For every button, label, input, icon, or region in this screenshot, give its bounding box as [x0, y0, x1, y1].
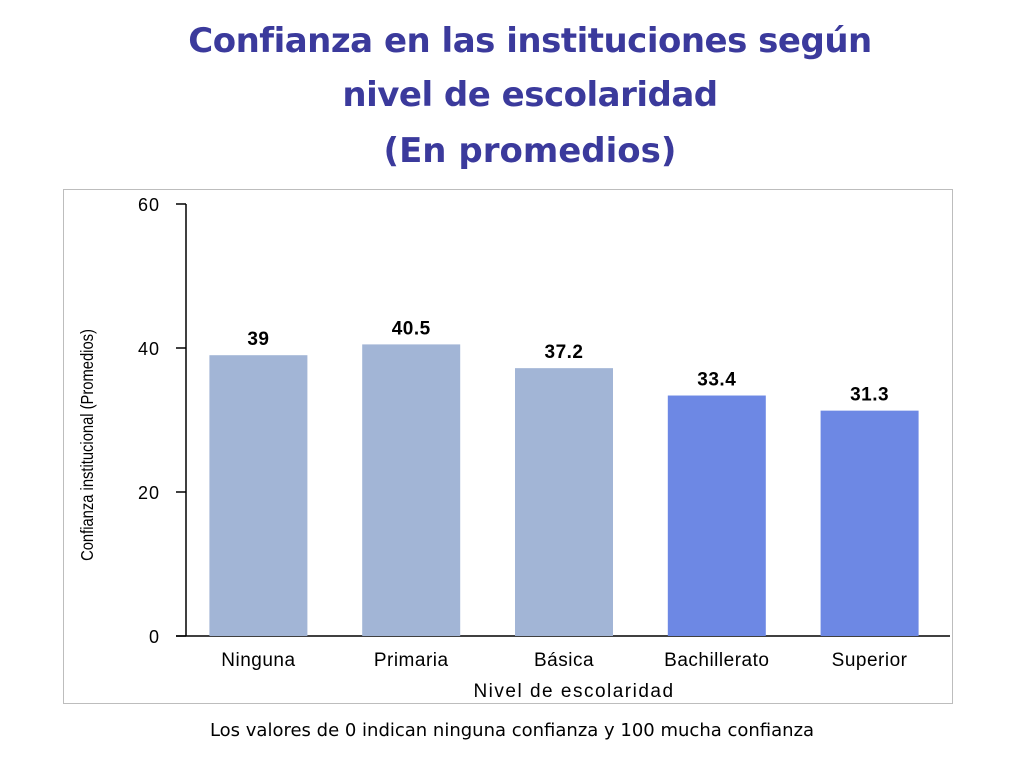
chart-labels: 39 Ninguna 40.5 Primaria 37.2 Básica 33.4 Bachi… — [221, 318, 907, 671]
y-axis-label: Confianza institucional (Promedios) — [78, 329, 98, 561]
y-tick-label: 20 — [138, 483, 160, 503]
chart-frame: 0 20 40 60 39 Ninguna 40.5 Primaria 37.2 Básica 3… — [63, 189, 953, 704]
data-label: 37.2 — [545, 342, 584, 363]
bar-básica — [515, 368, 613, 636]
y-tick-label: 40 — [138, 339, 160, 359]
chart-bars — [209, 344, 919, 636]
x-tick-label: Básica — [534, 650, 594, 671]
footnote: Los valores de 0 indican ninguna confian… — [209, 720, 815, 741]
bar-bachillerato — [667, 395, 766, 636]
data-label: 40.5 — [392, 318, 431, 339]
title-line-2: nivel de escolaridad — [342, 75, 718, 115]
x-tick-label: Ninguna — [221, 650, 295, 671]
data-label: 31.3 — [850, 385, 889, 406]
title-line-3: (En promedios) — [383, 131, 677, 171]
y-tick-label: 0 — [149, 627, 160, 647]
x-axis-label: Nivel de escolaridad — [473, 681, 674, 702]
bar-superior — [820, 410, 919, 636]
title-line-1: Confianza en las instituciones según — [188, 21, 872, 61]
chart-title: Confianza en las instituciones según niv… — [0, 14, 1024, 178]
x-tick-label: Bachillerato — [664, 650, 769, 671]
y-tick-label: 60 — [138, 195, 160, 215]
data-label: 39 — [247, 329, 269, 350]
data-label: 33.4 — [697, 370, 736, 391]
x-tick-label: Superior — [832, 650, 908, 671]
bar-ninguna — [209, 355, 308, 636]
bar-primaria — [362, 344, 461, 636]
x-tick-label: Primaria — [374, 650, 449, 671]
